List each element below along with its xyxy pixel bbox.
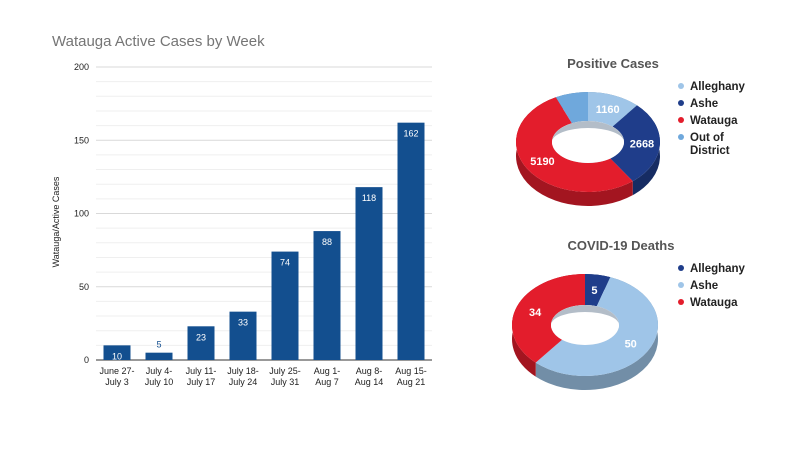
donut-hole-shadow: [551, 305, 619, 325]
legend-label: Alleghany: [690, 263, 746, 275]
bar-chart-title: Watauga Active Cases by Week: [52, 33, 265, 50]
covid-deaths-legend: Alleghany Ashe Watauga: [678, 263, 746, 309]
x-tick-label: July 17: [187, 377, 216, 387]
legend-marker: [678, 83, 684, 89]
x-tick-label: Aug 15-: [395, 366, 427, 376]
legend-label: Watauga: [690, 297, 738, 309]
y-tick-label: 100: [74, 209, 89, 219]
x-tick-label: Aug 14: [355, 377, 384, 387]
x-tick-label: Aug 7: [315, 377, 339, 387]
legend-marker: [678, 134, 684, 140]
y-tick-label: 200: [74, 62, 89, 72]
x-tick-label: July 11-: [186, 366, 217, 376]
legend-marker: [678, 117, 684, 123]
x-tick-label: June 27-: [99, 366, 134, 376]
donut-slice-side: [516, 97, 633, 206]
legend-label: District: [690, 145, 730, 157]
x-tick-label: July 24: [229, 377, 258, 387]
donut-slice: [585, 274, 611, 307]
legend-label: Watauga: [690, 115, 738, 127]
donut-hole: [552, 121, 624, 163]
slice-value-label: 50: [625, 338, 637, 350]
bar-data-label: 33: [238, 318, 248, 328]
covid-deaths-donut: 5 50 34: [511, 274, 658, 391]
y-tick-label: 0: [84, 355, 89, 365]
donut-slice: [555, 92, 588, 124]
y-tick-label: 150: [74, 135, 89, 145]
x-tick-label: July 18-: [227, 366, 259, 376]
legend-label: Ashe: [690, 98, 718, 110]
legend-label: Ashe: [690, 280, 718, 292]
x-tick-label: July 4-: [146, 366, 173, 376]
bar-data-label: 23: [196, 332, 206, 342]
donut-slice: [588, 92, 638, 127]
y-tick-label: 50: [79, 282, 89, 292]
slice-value-label: 1160: [596, 104, 620, 116]
legend-label: Out of: [690, 132, 724, 144]
x-tick-label: July 31: [271, 377, 300, 387]
x-tick-label: Aug 1-: [314, 366, 341, 376]
bar-data-label: 10: [112, 351, 122, 361]
bar: [229, 311, 257, 360]
donut-slice: [512, 274, 585, 363]
positive-cases-donut: 1160 2668 5190: [516, 92, 660, 206]
x-tick-label: July 10: [145, 377, 174, 387]
bar: [271, 251, 299, 360]
x-tick-label: Aug 21: [397, 377, 426, 387]
bar-data-label: 74: [280, 258, 290, 268]
donut-slice: [535, 277, 658, 376]
slice-value-label: 34: [529, 307, 542, 319]
slice-value-label: 5: [591, 285, 597, 297]
donut-hole-shadow: [552, 121, 624, 142]
bar-data-label: 118: [362, 193, 376, 203]
slice-value-label: 2668: [630, 138, 654, 150]
weekly-cases-bar-chart: Watauga Active Cases by Week Watauga/Act…: [51, 33, 432, 387]
x-tick-label: Aug 8-: [356, 366, 383, 376]
bar-data-label: 162: [403, 129, 418, 139]
bar-series: 10 5 23 33 74 88 118 162: [103, 122, 425, 361]
legend-label: Alleghany: [690, 81, 746, 93]
bar: [145, 352, 173, 360]
slice-value-label: 5190: [530, 156, 554, 168]
positive-cases-title: Positive Cases: [567, 56, 659, 71]
legend-marker: [678, 100, 684, 106]
legend-marker: [678, 299, 684, 305]
donut-slice-side: [535, 277, 658, 391]
donut-hole: [551, 305, 619, 345]
legend-marker: [678, 282, 684, 288]
bar: [187, 326, 215, 360]
x-tick-label: July 3: [105, 377, 129, 387]
donut-slice: [516, 97, 633, 192]
bar-data-label: 88: [322, 237, 332, 247]
bar: [355, 187, 383, 360]
bar: [313, 231, 341, 360]
bar: [397, 122, 425, 360]
bar: [103, 345, 131, 360]
y-axis-label: Watauga/Active Cases: [51, 176, 61, 267]
bar-data-label: 5: [156, 340, 161, 350]
donut-slice: [610, 105, 660, 182]
legend-marker: [678, 265, 684, 271]
covid-deaths-title: COVID-19 Deaths: [568, 238, 675, 253]
x-tick-label: July 25-: [269, 366, 301, 376]
